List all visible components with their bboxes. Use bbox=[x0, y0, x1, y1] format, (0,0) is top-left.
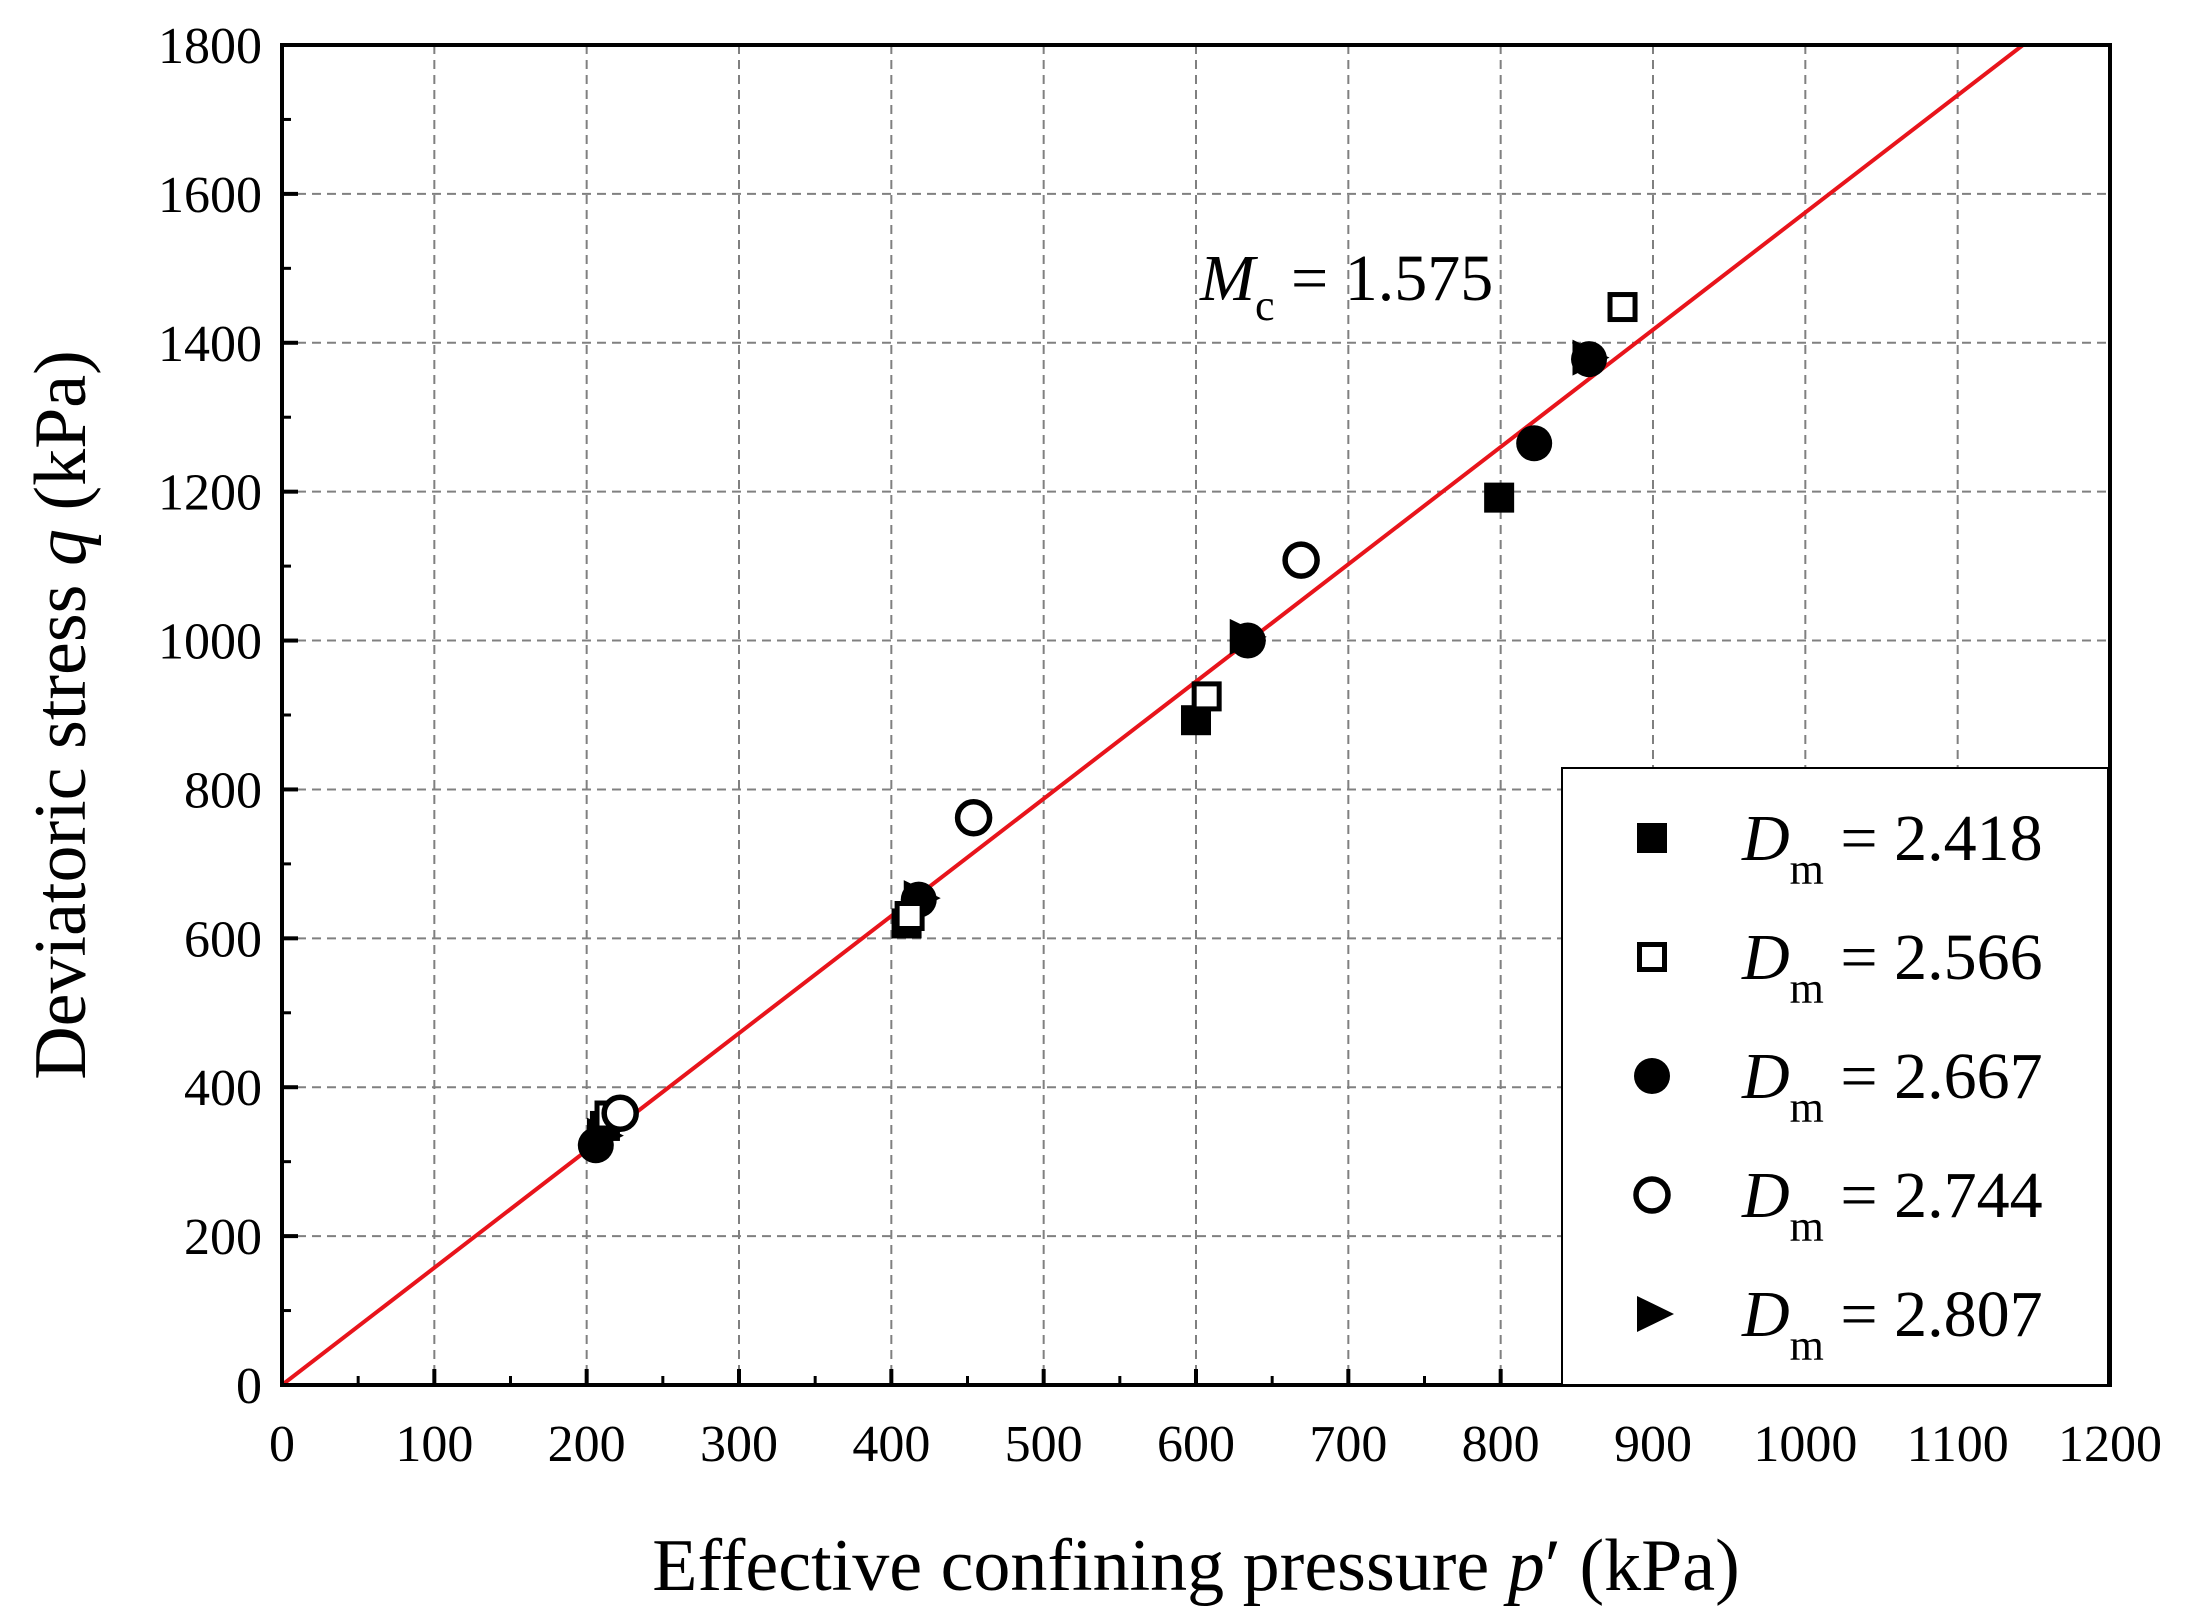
legend-marker-square-filled bbox=[1637, 823, 1667, 853]
annotation-symbol: M bbox=[1199, 242, 1259, 315]
legend-value: = 2.418 bbox=[1824, 802, 2043, 875]
data-points bbox=[577, 292, 1638, 1164]
x-tick-label: 600 bbox=[1157, 1416, 1235, 1473]
y-axis-title-suffix: (kPa) bbox=[20, 350, 102, 529]
slope-annotation: Mc = 1.575 bbox=[1199, 242, 1493, 330]
y-tick-label: 800 bbox=[184, 762, 262, 819]
legend-value: = 2.566 bbox=[1824, 921, 2043, 994]
data-point-circle-open bbox=[954, 798, 993, 837]
y-tick-label: 200 bbox=[184, 1209, 262, 1266]
x-tick-label: 1000 bbox=[1753, 1416, 1857, 1473]
y-tick-label: 400 bbox=[184, 1060, 262, 1117]
legend-symbol: D bbox=[1741, 1278, 1790, 1351]
x-tick-label: 500 bbox=[1005, 1416, 1083, 1473]
legend-symbol: D bbox=[1741, 921, 1790, 994]
x-tick-label: 200 bbox=[548, 1416, 626, 1473]
y-axis-title-prefix: Deviatoric stress bbox=[20, 566, 102, 1080]
x-axis-title-suffix: (kPa) bbox=[1561, 1525, 1740, 1607]
data-point-square-open bbox=[1607, 292, 1638, 323]
legend-marker-square-open bbox=[1637, 942, 1667, 972]
data-point-circle-filled bbox=[1516, 425, 1553, 462]
x-axis-title: Effective confining pressure p′ (kPa) bbox=[652, 1525, 1739, 1607]
legend-value: = 2.667 bbox=[1824, 1040, 2043, 1113]
tick-labels: 0 100 200 300 400 500 600 700 800 900 1000 1100 1200… bbox=[158, 18, 2162, 1473]
y-axis-title: Deviatoric stress q (kPa) bbox=[20, 350, 102, 1080]
x-tick-label: 400 bbox=[852, 1416, 930, 1473]
legend-value: = 2.807 bbox=[1824, 1278, 2043, 1351]
y-tick-label: 1800 bbox=[158, 18, 262, 75]
y-tick-label: 1400 bbox=[158, 316, 262, 373]
y-tick-label: 1000 bbox=[158, 614, 262, 671]
y-tick-label: 0 bbox=[236, 1358, 262, 1415]
data-point-circle-filled bbox=[1571, 341, 1608, 378]
data-point-square-filled bbox=[1484, 482, 1515, 513]
data-point-circle-open bbox=[1282, 541, 1320, 579]
annotation-value: = 1.575 bbox=[1275, 242, 1494, 315]
x-tick-label: 800 bbox=[1462, 1416, 1540, 1473]
data-point-square-open bbox=[1191, 681, 1222, 712]
x-tick-label: 300 bbox=[700, 1416, 778, 1473]
legend-marker-triangle-right bbox=[1637, 1296, 1674, 1332]
y-tick-label: 1200 bbox=[158, 465, 262, 522]
x-axis-title-var: p bbox=[1503, 1525, 1545, 1607]
legend-label: Dm = 2.667 bbox=[1741, 1040, 2043, 1132]
legend-label: Dm = 2.807 bbox=[1741, 1278, 2043, 1370]
x-tick-label: 1100 bbox=[1907, 1416, 2009, 1473]
x-tick-label: 900 bbox=[1614, 1416, 1692, 1473]
legend-subscript: m bbox=[1790, 845, 1824, 894]
legend-marker-circle-filled bbox=[1634, 1058, 1670, 1094]
annotation-subscript: c bbox=[1255, 281, 1275, 330]
y-tick-label: 1600 bbox=[158, 167, 262, 224]
legend-symbol: D bbox=[1741, 802, 1790, 875]
legend-subscript: m bbox=[1790, 1321, 1824, 1370]
legend-label: Dm = 2.744 bbox=[1741, 1159, 2043, 1251]
legend-label: Dm = 2.566 bbox=[1741, 921, 2043, 1013]
x-tick-label: 1200 bbox=[2058, 1416, 2162, 1473]
data-point-circle-filled bbox=[1229, 622, 1266, 659]
x-tick-label: 0 bbox=[269, 1416, 295, 1473]
legend-subscript: m bbox=[1790, 964, 1824, 1013]
legend-value: = 2.744 bbox=[1824, 1159, 2043, 1232]
fit-line-group bbox=[280, 45, 2025, 1385]
x-axis-title-prefix: Effective confining pressure bbox=[652, 1525, 1507, 1607]
x-tick-label: 700 bbox=[1309, 1416, 1387, 1473]
data-point-circle-open bbox=[601, 1094, 639, 1133]
legend-marker-circle-open bbox=[1633, 1176, 1671, 1214]
legend-subscript: m bbox=[1790, 1202, 1824, 1251]
data-point-square-open bbox=[894, 901, 925, 931]
legend-symbol: D bbox=[1741, 1159, 1790, 1232]
plot-frame bbox=[280, 43, 2112, 1387]
y-tick-label: 600 bbox=[184, 911, 262, 968]
y-axis-title-var: q bbox=[20, 529, 102, 566]
fit-line bbox=[280, 45, 2025, 1385]
x-axis-title-prime: ′ bbox=[1545, 1525, 1561, 1607]
legend-subscript: m bbox=[1790, 1083, 1824, 1132]
legend-label: Dm = 2.418 bbox=[1741, 802, 2043, 894]
x-tick-label: 100 bbox=[395, 1416, 473, 1473]
legend-symbol: D bbox=[1741, 1040, 1790, 1113]
